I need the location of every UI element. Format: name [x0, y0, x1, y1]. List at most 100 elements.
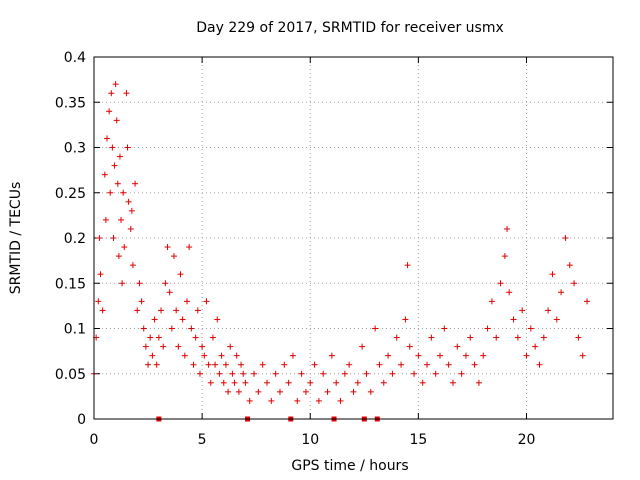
data-point [341, 370, 348, 377]
data-point [158, 307, 165, 314]
data-point [177, 271, 184, 278]
data-point [372, 325, 379, 332]
data-point [484, 325, 491, 332]
data-point [171, 253, 178, 260]
data-point [566, 262, 573, 269]
data-point [205, 361, 212, 368]
data-point [199, 343, 206, 350]
data-point [207, 379, 214, 386]
data-point [115, 253, 122, 260]
data-point [196, 370, 203, 377]
data-point [233, 352, 240, 359]
data-point [112, 81, 119, 88]
data-point [216, 370, 223, 377]
x-tick-label: 5 [198, 432, 207, 448]
data-point [164, 244, 171, 251]
data-point [467, 334, 474, 341]
data-point [441, 325, 448, 332]
data-point [320, 370, 327, 377]
data-point [153, 361, 160, 368]
data-point [289, 352, 296, 359]
data-point [227, 343, 234, 350]
data-point [96, 235, 103, 241]
data-point [111, 162, 118, 169]
data-point [385, 352, 392, 359]
data-point [268, 397, 275, 404]
data-point [367, 388, 374, 395]
data-point [145, 361, 152, 368]
x-tick-label: 10 [301, 432, 319, 448]
data-point [359, 343, 366, 350]
data-point [138, 298, 145, 305]
data-point [445, 361, 452, 368]
x-tick-label: 20 [518, 432, 536, 448]
data-point [380, 379, 387, 386]
data-point [376, 361, 383, 368]
data-point [558, 289, 565, 296]
data-point [294, 397, 301, 404]
y-tick-label: 0.15 [55, 276, 86, 292]
data-point [272, 370, 279, 377]
data-point [203, 298, 210, 305]
data-point [142, 343, 149, 350]
grid [94, 57, 613, 419]
data-point [231, 379, 238, 386]
data-point [419, 379, 426, 386]
data-point [155, 334, 162, 341]
data-point [99, 307, 106, 314]
data-point [166, 289, 173, 296]
data-point [179, 316, 186, 323]
data-point [363, 370, 370, 377]
data-point [149, 352, 156, 359]
data-point [579, 352, 586, 359]
data-point [124, 144, 131, 151]
data-point [562, 235, 569, 241]
data-point [545, 307, 552, 314]
axis-ticks: 0 0.05 0.1 0.15 0.2 0.25 0.3 0.35 0.4 0 5 10 15 20 [55, 50, 613, 448]
data-point [127, 225, 134, 232]
data-point [315, 397, 322, 404]
data-point [540, 334, 547, 341]
data-point [350, 388, 357, 395]
data-point [255, 388, 262, 395]
data-point [480, 352, 487, 359]
data-point [575, 334, 582, 341]
data-point [504, 225, 511, 232]
y-tick-label: 0.1 [64, 322, 86, 338]
data-point [449, 379, 456, 386]
data-point [108, 90, 115, 97]
data-point [584, 298, 591, 305]
data-point [151, 316, 158, 323]
data-point [488, 298, 495, 305]
data-point [527, 325, 534, 332]
data-point [506, 289, 513, 296]
data-point [302, 388, 309, 395]
data-point [101, 171, 108, 178]
data-points [91, 81, 591, 404]
data-point [186, 244, 193, 251]
data-point [147, 334, 154, 341]
data-point [393, 334, 400, 341]
data-point [307, 379, 314, 386]
data-point [298, 370, 305, 377]
data-point [389, 370, 396, 377]
data-point [110, 235, 117, 241]
y-axis-label: SRMTID / TECUs [8, 182, 24, 295]
data-point [333, 379, 340, 386]
data-point [190, 361, 197, 368]
data-point [497, 280, 504, 287]
data-point [212, 361, 219, 368]
data-point [109, 144, 116, 151]
data-point [220, 379, 227, 386]
data-point [328, 352, 335, 359]
data-point [240, 370, 247, 377]
data-point [324, 388, 331, 395]
data-point [238, 361, 245, 368]
data-point [398, 361, 405, 368]
data-point [183, 298, 190, 305]
data-point [116, 153, 123, 160]
data-point [134, 307, 141, 314]
data-point [192, 334, 199, 341]
y-tick-label: 0.3 [64, 141, 86, 157]
data-point [120, 189, 127, 196]
